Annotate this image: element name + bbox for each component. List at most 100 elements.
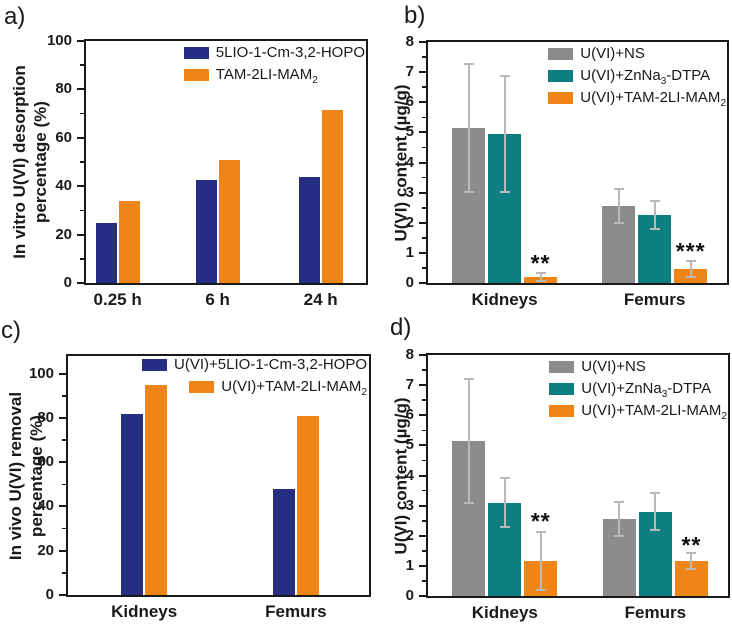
y-axis-major-tick bbox=[419, 564, 426, 567]
y-axis-minor-tick bbox=[80, 161, 84, 163]
legend-row: TAM-2LI-MAM2 bbox=[183, 66, 365, 86]
y-axis-major-tick bbox=[77, 185, 84, 188]
y-axis-major-tick bbox=[419, 384, 426, 387]
plot-area-c: 0 20 40 60 80 100 bbox=[29, 354, 371, 603]
y-axis-minor-tick bbox=[422, 237, 426, 239]
legend-swatch bbox=[548, 47, 574, 60]
legend-label: U(VI)+TAM-2LI-MAM2 bbox=[221, 378, 367, 398]
legend-swatch bbox=[189, 380, 215, 393]
y-axis-major-tick bbox=[419, 414, 426, 417]
error-bar-line bbox=[653, 200, 656, 231]
legend-label: U(VI)+ZnNa3-DTPA bbox=[580, 67, 711, 87]
y-axis-major-tick bbox=[77, 88, 84, 91]
error-bar-cap-bottom bbox=[499, 526, 510, 529]
y-axis-major-tick bbox=[419, 131, 426, 134]
error-bar-cap-top bbox=[614, 501, 625, 504]
error-bar-line bbox=[617, 188, 620, 225]
error-bar-line bbox=[539, 531, 542, 592]
error-bar-cap-bottom bbox=[463, 502, 474, 505]
y-axis-tick-label: 1 bbox=[405, 556, 414, 574]
x-axis-labels-b: Kidneys Femurs bbox=[428, 289, 727, 311]
y-axis-tick-label: 3 bbox=[405, 183, 414, 201]
legend-label: U(VI)+TAM-2LI-MAM2 bbox=[580, 89, 726, 109]
significance-marker: *** bbox=[675, 238, 706, 265]
bar bbox=[195, 180, 217, 283]
error-bar-cap-bottom bbox=[535, 279, 546, 282]
y-axis-minor-tick bbox=[422, 146, 426, 149]
legend-b: U(VI)+NS U(VI)+ZnNa3-DTPA U(VI)+TAM-2LI-MA… bbox=[548, 45, 726, 109]
x-category-label: 6 h bbox=[205, 290, 230, 309]
y-axis-tick-label: 40 bbox=[37, 497, 54, 515]
error-bar-cap-bottom bbox=[650, 529, 661, 532]
y-axis-major-tick bbox=[419, 595, 426, 597]
y-axis-tick-label: 4 bbox=[405, 153, 414, 171]
legend-swatch bbox=[548, 91, 574, 104]
panel-label-b: b) bbox=[404, 2, 426, 29]
legend-swatch bbox=[549, 382, 575, 395]
y-axis-minor-tick bbox=[422, 580, 426, 582]
y-axis-tick-label: 20 bbox=[55, 225, 72, 243]
legend-label: U(VI)+NS bbox=[581, 358, 646, 375]
plot-area-d: 0 1 2 3 4 5 6 7 8 ** ** bbox=[406, 346, 730, 604]
y-axis-major-tick bbox=[419, 354, 426, 356]
x-category-label: Kidneys bbox=[471, 603, 538, 622]
bar bbox=[145, 384, 168, 595]
y-axis-major-tick bbox=[419, 282, 426, 284]
error-bar-cap-top bbox=[499, 75, 510, 78]
legend-swatch bbox=[183, 68, 209, 81]
y-axis-tick-label: 80 bbox=[37, 408, 54, 426]
error-bar-cap-bottom bbox=[686, 568, 697, 571]
error-bar-cap-top bbox=[463, 377, 474, 380]
y-axis-major-tick bbox=[419, 251, 426, 254]
error-bar-cap-top bbox=[499, 477, 510, 480]
legend-label: 5LIO-1-Cm-3,2-HOPO bbox=[215, 44, 365, 61]
y-axis-major-tick bbox=[419, 71, 426, 74]
y-axis-title-line: In vitro U(VI) desorption bbox=[10, 65, 29, 259]
y-axis-major-tick bbox=[419, 101, 426, 104]
error-bar-line bbox=[654, 492, 657, 532]
legend-label: U(VI)+5LIO-1-Cm-3,2-HOPO bbox=[174, 356, 367, 373]
y-axis-minor-tick bbox=[80, 209, 84, 212]
panel-label-a: a) bbox=[4, 3, 26, 30]
legend-label: U(VI)+NS bbox=[580, 45, 645, 62]
error-bar-cap-bottom bbox=[613, 222, 624, 225]
y-axis-tick-label: 0 bbox=[45, 586, 54, 603]
y-axis-major-tick bbox=[419, 444, 426, 447]
y-axis-major-tick bbox=[419, 221, 426, 224]
legend-row: U(VI)+ZnNa3-DTPA bbox=[549, 380, 727, 400]
y-axis-minor-tick bbox=[62, 572, 66, 574]
x-category-label: Femurs bbox=[623, 290, 686, 309]
legend-swatch bbox=[548, 69, 574, 82]
y-axis-tick-label: 7 bbox=[405, 376, 414, 394]
error-bar-cap-top bbox=[686, 552, 697, 555]
y-axis-minor-tick bbox=[422, 176, 426, 179]
error-bar-line bbox=[503, 75, 506, 193]
error-bar-cap-top bbox=[463, 63, 474, 66]
y-axis-minor-tick bbox=[62, 395, 66, 397]
error-bar-cap-top bbox=[650, 492, 661, 495]
plot-area-a: 0 20 40 60 80 100 bbox=[47, 32, 368, 291]
panel-label-c: c) bbox=[1, 317, 21, 344]
y-axis-tick-label: 8 bbox=[405, 33, 414, 50]
y-axis-major-tick bbox=[77, 136, 84, 139]
y-axis-tick-label: 0 bbox=[63, 274, 72, 291]
y-axis-tick-label: 80 bbox=[55, 80, 72, 98]
bar bbox=[121, 413, 144, 595]
y-axis-tick-label: 6 bbox=[405, 93, 414, 111]
y-axis-major-tick bbox=[59, 461, 66, 464]
bar bbox=[296, 415, 319, 595]
y-axis-major-tick bbox=[77, 233, 84, 236]
bar bbox=[118, 200, 140, 283]
bar bbox=[95, 222, 117, 283]
legend-label: U(VI)+ZnNa3-DTPA bbox=[581, 380, 712, 400]
y-axis-tick-label: 60 bbox=[55, 128, 72, 146]
y-axis-minor-tick bbox=[80, 258, 84, 260]
y-axis-title-c: In vivo U(VI) removal percentage (%) bbox=[2, 354, 50, 597]
error-bar-cap-bottom bbox=[463, 190, 474, 193]
y-axis-major-tick bbox=[419, 161, 426, 164]
y-axis-minor-tick bbox=[422, 519, 426, 522]
legend-swatch bbox=[549, 404, 575, 417]
legend-label: U(VI)+TAM-2LI-MAM2 bbox=[581, 402, 727, 422]
y-axis-minor-tick bbox=[62, 527, 66, 530]
